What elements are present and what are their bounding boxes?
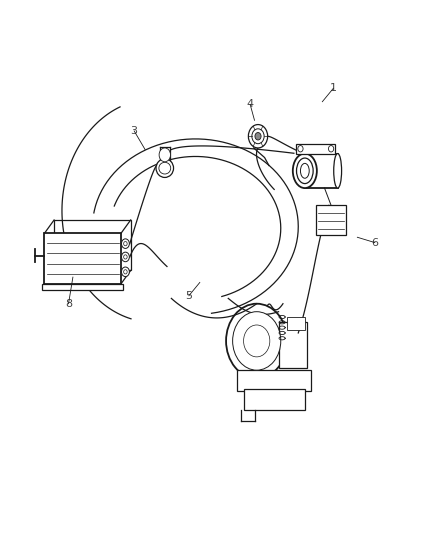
Circle shape	[254, 133, 261, 140]
Circle shape	[232, 312, 280, 370]
Bar	[287, 317, 304, 330]
Text: 6: 6	[371, 238, 378, 247]
Circle shape	[243, 325, 269, 357]
Polygon shape	[42, 284, 123, 290]
Circle shape	[251, 129, 264, 144]
Bar	[44, 233, 121, 284]
Circle shape	[124, 270, 127, 274]
Circle shape	[121, 239, 129, 248]
Ellipse shape	[155, 159, 173, 177]
Bar	[54, 220, 131, 270]
Circle shape	[124, 241, 127, 246]
Text: 4: 4	[246, 99, 253, 109]
FancyBboxPatch shape	[243, 389, 304, 410]
Ellipse shape	[292, 154, 316, 188]
Ellipse shape	[159, 163, 170, 174]
Ellipse shape	[296, 158, 312, 183]
FancyBboxPatch shape	[315, 205, 346, 235]
Circle shape	[226, 304, 287, 378]
Text: 8: 8	[65, 298, 72, 309]
Text: 3: 3	[131, 126, 138, 136]
FancyBboxPatch shape	[278, 322, 306, 368]
Ellipse shape	[300, 164, 308, 178]
FancyBboxPatch shape	[237, 370, 311, 391]
Circle shape	[297, 146, 302, 152]
Ellipse shape	[333, 154, 341, 188]
Circle shape	[121, 252, 129, 262]
Circle shape	[159, 148, 170, 162]
Text: 1: 1	[329, 83, 336, 93]
Circle shape	[124, 255, 127, 259]
Circle shape	[248, 125, 267, 148]
Text: 5: 5	[185, 290, 192, 301]
Circle shape	[121, 267, 129, 277]
Circle shape	[328, 146, 333, 152]
Bar	[295, 144, 335, 154]
